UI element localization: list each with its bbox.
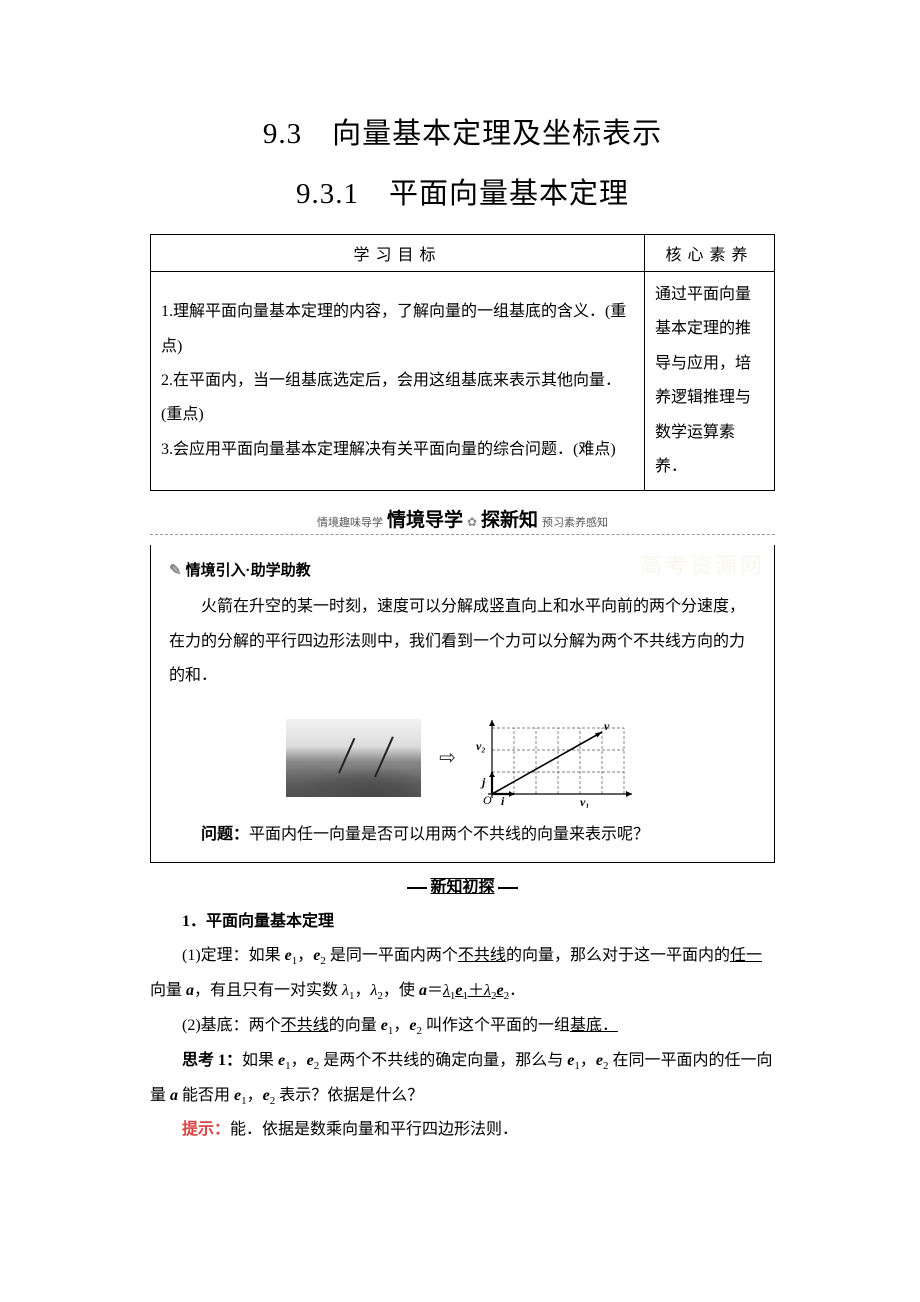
t: 的向量，那么对于这一平面内的 xyxy=(506,947,730,964)
rocket-photo xyxy=(286,719,421,797)
goal-header-left: 学习目标 xyxy=(151,235,645,272)
title-sub: 9.3.1 平面向量基本定理 xyxy=(150,170,775,212)
t: 如果 xyxy=(242,1052,278,1069)
goal-header-right: 核心素养 xyxy=(645,235,775,272)
goal-right-cell: 通过平面向量基本定理的推导与应用，培养逻辑推理与数学运算素养． xyxy=(645,272,775,491)
eq-a: a xyxy=(419,982,427,999)
c: ， xyxy=(297,947,313,964)
section-banner-1: 情境趣味导学 情境导学 ✿ 探新知 预习素养感知 xyxy=(150,505,775,535)
e1: e xyxy=(381,1017,388,1034)
c: ， xyxy=(291,1052,307,1069)
body-text: 1．平面向量基本定理 (1)定理：如果 e1，e2 是同一平面内两个不共线的向量… xyxy=(150,905,775,1148)
context-box: ✎情境引入·助学助教 火箭在升空的某一时刻，速度可以分解成竖直向上和水平向前的两… xyxy=(150,545,775,863)
re1: e xyxy=(455,982,462,999)
t: (2)基底：两个 xyxy=(182,1017,281,1034)
hint-text: 能．依据是数乘向量和平行四边形法则． xyxy=(230,1121,518,1138)
hint-label: 提示： xyxy=(182,1121,230,1138)
t: 是同一平面内两个 xyxy=(326,947,458,964)
question-label: 问题： xyxy=(201,826,249,843)
page: 9.3 向量基本定理及坐标表示 9.3.1 平面向量基本定理 学习目标 核心素养… xyxy=(0,0,920,1188)
e2: e xyxy=(307,1052,314,1069)
think-label: 思考 1： xyxy=(182,1052,242,1069)
banner-mid-b: 探新知 xyxy=(481,505,538,532)
smoke-shape xyxy=(286,759,421,797)
eq-eq: ＝ xyxy=(427,982,443,999)
goal-left-cell: 1.理解平面向量基本定理的内容，了解向量的一组基底的含义．(重点) 2.在平面内… xyxy=(151,272,645,491)
t: 的向量 xyxy=(329,1017,381,1034)
u-renyi: 任一 xyxy=(730,947,762,964)
t: 向量 xyxy=(150,982,186,999)
pl: ＋ xyxy=(468,982,484,999)
pencil-icon: ✎ xyxy=(169,562,182,579)
eq-rhs: λ1e1＋λ2e2 xyxy=(443,982,509,999)
a: a xyxy=(170,1087,178,1104)
t: ，有且只有一对实数 xyxy=(194,982,342,999)
c: ， xyxy=(247,1087,263,1104)
figure-row: ⇨ Oi j v v₁ v₂ xyxy=(169,708,756,808)
e2: e xyxy=(263,1087,270,1104)
para-definition: (1)定理：如果 e1，e2 是同一平面内两个不共线的向量，那么对于这一平面内的… xyxy=(150,939,775,1009)
banner-right-small: 预习素养感知 xyxy=(542,514,608,530)
u-jidi: 基底． xyxy=(570,1017,618,1034)
big-arrow-icon: ⇨ xyxy=(439,745,456,770)
svg-text:v₂: v₂ xyxy=(476,739,486,753)
t: ，使 xyxy=(383,982,419,999)
u-bugongxian: 不共线 xyxy=(458,947,506,964)
u: 不共线 xyxy=(281,1017,329,1034)
section-banner-2: 新知初探 xyxy=(150,873,775,897)
title-main: 9.3 向量基本定理及坐标表示 xyxy=(150,110,775,152)
re2: e xyxy=(496,982,503,999)
banner-mid-a: 情境导学 xyxy=(387,505,463,532)
t: 能否用 xyxy=(178,1087,234,1104)
t: 叫作这个平面的一组 xyxy=(422,1017,570,1034)
e2: e xyxy=(596,1052,603,1069)
box-paragraph: 火箭在升空的某一时刻，速度可以分解成竖直向上和水平向前的两个分速度，在力的分解的… xyxy=(169,590,756,693)
svg-text:j: j xyxy=(480,775,486,789)
l1: λ xyxy=(443,982,450,999)
para-think: 思考 1：如果 e1，e2 是两个不共线的确定向量，那么与 e1，e2 在同一平… xyxy=(150,1044,775,1114)
c: ， xyxy=(580,1052,596,1069)
l2: λ xyxy=(484,982,491,999)
t: (1)定理：如果 xyxy=(182,947,285,964)
svg-text:v: v xyxy=(604,719,610,733)
svg-text:O: O xyxy=(483,793,492,807)
para-hint: 提示：能．依据是数乘向量和平行四边形法则． xyxy=(150,1113,775,1147)
banner-left-small: 情境趣味导学 xyxy=(317,514,383,530)
banner-gear-icon: ✿ xyxy=(467,515,477,530)
question-text: 平面内任一向量是否可以用两个不共线的向量来表示呢？ xyxy=(249,826,649,843)
e1: e xyxy=(285,947,292,964)
para-basis: (2)基底：两个不共线的向量 e1，e2 叫作这个平面的一组基底． xyxy=(150,1009,775,1044)
c: ， xyxy=(393,1017,409,1034)
t: 是两个不共线的确定向量，那么与 xyxy=(319,1052,567,1069)
t: 表示？依据是什么？ xyxy=(275,1087,423,1104)
bar-left xyxy=(407,887,427,889)
bar-right xyxy=(498,887,518,889)
svg-text:v₁: v₁ xyxy=(580,795,590,808)
lam1: λ xyxy=(342,982,349,999)
heading-1: 1．平面向量基本定理 xyxy=(150,905,775,939)
box-header: ✎情境引入·助学助教 xyxy=(169,559,756,580)
vec-a: a xyxy=(186,982,194,999)
h1-text: 1．平面向量基本定理 xyxy=(182,913,334,930)
sect-banner-text: 新知初探 xyxy=(429,879,495,896)
c: ， xyxy=(354,982,370,999)
svg-text:i: i xyxy=(501,794,505,808)
box-question: 问题：平面内任一向量是否可以用两个不共线的向量来表示呢？ xyxy=(169,818,756,852)
vector-diagram: Oi j v v₁ v₂ xyxy=(474,708,639,808)
goal-table: 学习目标 核心素养 1.理解平面向量基本定理的内容，了解向量的一组基底的含义．(… xyxy=(150,234,775,491)
t: ． xyxy=(509,982,525,999)
box-header-text: 情境引入·助学助教 xyxy=(186,562,311,579)
